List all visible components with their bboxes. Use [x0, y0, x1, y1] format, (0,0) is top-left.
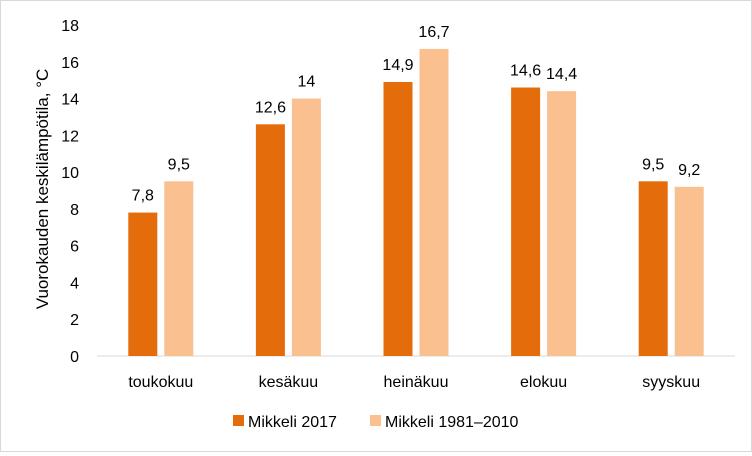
data-label: 9,5: [168, 156, 190, 173]
bar: [511, 87, 541, 357]
y-tick-label: 4: [70, 275, 79, 292]
y-tick-label: 0: [70, 349, 79, 366]
bar: [383, 82, 413, 356]
y-tick-label: 18: [61, 18, 79, 35]
bar: [291, 98, 321, 357]
y-tick-label: 2: [70, 312, 79, 329]
data-label: 14,4: [546, 66, 577, 83]
x-tick-label: elokuu: [520, 374, 567, 391]
legend-swatch: [233, 415, 244, 426]
legend: Mikkeli 2017 Mikkeli 1981–2010: [233, 414, 519, 431]
data-label: 12,6: [255, 99, 286, 116]
x-tick-label: syyskuu: [642, 374, 700, 391]
legend-label: Mikkeli 2017: [248, 414, 337, 431]
bar: [674, 186, 704, 356]
y-tick-label: 16: [61, 55, 79, 72]
x-tick-label: toukokuu: [128, 374, 193, 391]
bar: [128, 212, 158, 356]
x-tick-label: heinäkuu: [384, 374, 449, 391]
y-tick-label: 14: [61, 92, 79, 109]
bar: [638, 181, 668, 356]
data-label: 14,6: [510, 63, 541, 80]
y-tick-label: 8: [70, 202, 79, 219]
bar: [255, 124, 285, 356]
data-label: 9,5: [642, 156, 664, 173]
legend-swatch: [370, 415, 381, 426]
x-tick-label: kesäkuu: [259, 374, 319, 391]
axes: 0 2 4 6 8 10 12 14 16 18 toukokuu kesäkuu heinäkuu el…: [61, 18, 735, 391]
data-label: 7,8: [132, 188, 154, 205]
data-label: 9,2: [678, 162, 700, 179]
y-axis-title: Vuorokauden keskilämpötila, °C: [33, 69, 52, 310]
y-tick-label: 12: [61, 128, 79, 145]
y-tick-label: 10: [61, 165, 79, 182]
legend-label: Mikkeli 1981–2010: [385, 414, 519, 431]
data-label: 16,7: [418, 24, 449, 41]
y-tick-label: 6: [70, 239, 79, 256]
bar: [547, 91, 577, 356]
data-labels: 7,8 9,5 12,6 14 14,9 16,7 14,6 14,4 9,5 9,2: [132, 24, 701, 205]
bar: [419, 48, 449, 357]
bars: [128, 48, 704, 357]
data-label: 14,9: [382, 57, 413, 74]
data-label: 14: [298, 74, 316, 91]
bar: [164, 181, 194, 356]
